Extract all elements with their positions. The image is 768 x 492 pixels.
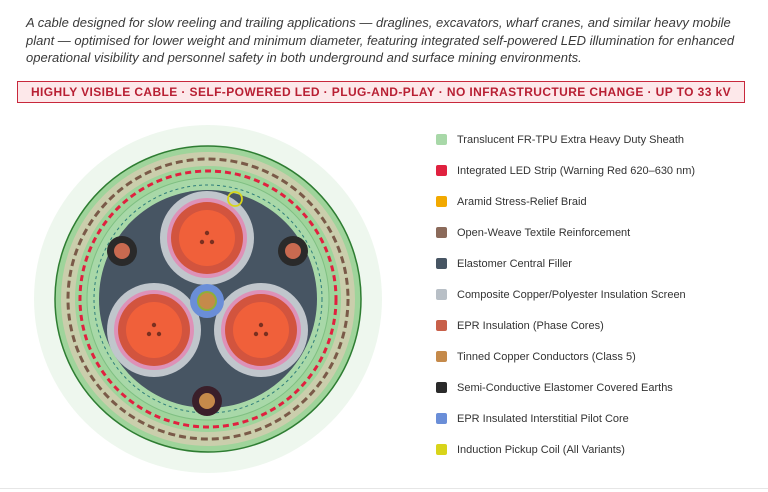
legend-label: Aramid Stress-Relief Braid [457,195,587,208]
legend-item: Aramid Stress-Relief Braid [436,186,756,217]
legend-swatch [436,351,447,362]
bottom-divider [0,488,768,489]
legend-swatch [436,227,447,238]
legend-label: Open-Weave Textile Reinforcement [457,226,631,239]
cable-cross-section-diagram [34,125,382,473]
earth-core-left [107,236,137,266]
legend-item: Open-Weave Textile Reinforcement [436,217,756,248]
legend-item: Composite Copper/Polyester Insulation Sc… [436,279,756,310]
legend-item: EPR Insulated Interstitial Pilot Core [436,403,756,434]
legend-swatch [436,382,447,393]
phase-core-left [107,283,201,377]
inner-dashed-ring [93,184,323,414]
legend-item: Tinned Copper Conductors (Class 5) [436,341,756,372]
earth-core-bottom [192,386,222,416]
phase-core-top [160,191,254,285]
legend-label: Elastomer Central Filler [457,257,572,270]
led-strip-ring [78,169,338,429]
legend-label: EPR Insulated Interstitial Pilot Core [457,412,629,425]
intro-text: A cable designed for slow reeling and tr… [26,15,735,65]
legend-item: EPR Insulation (Phase Cores) [436,310,756,341]
legend-label: Integrated LED Strip (Warning Red 620–63… [457,164,696,177]
legend-label: Induction Pickup Coil (All Variants) [457,443,625,456]
legend-swatch [436,413,447,424]
legend-item: Induction Pickup Coil (All Variants) [436,434,756,465]
legend: Translucent FR-TPU Extra Heavy Duty Shea… [436,124,756,465]
legend-item: Integrated LED Strip (Warning Red 620–63… [436,155,756,186]
legend-swatch [436,289,447,300]
legend-label: Semi-Conductive Elastomer Covered Earths [457,381,673,394]
legend-label: Translucent FR-TPU Extra Heavy Duty Shea… [457,133,685,146]
legend-swatch [436,165,447,176]
phase-core-right [214,283,308,377]
legend-item: Translucent FR-TPU Extra Heavy Duty Shea… [436,124,756,155]
earth-core-right [278,236,308,266]
induction-pickup-coil [227,191,243,207]
legend-item: Semi-Conductive Elastomer Covered Earths [436,372,756,403]
legend-swatch [436,258,447,269]
legend-swatch [436,196,447,207]
legend-label: Composite Copper/Polyester Insulation Sc… [457,288,686,301]
legend-item: Elastomer Central Filler [436,248,756,279]
feature-banner: HIGHLY VISIBLE CABLE · SELF-POWERED LED … [17,81,745,103]
textile-reinforcement-ring [66,157,350,441]
legend-swatch [436,444,447,455]
legend-label: EPR Insulation (Phase Cores) [457,319,604,332]
legend-swatch [436,134,447,145]
legend-swatch [436,320,447,331]
feature-banner-text: HIGHLY VISIBLE CABLE · SELF-POWERED LED … [30,85,732,99]
pilot-core [190,284,224,318]
legend-label: Tinned Copper Conductors (Class 5) [457,350,636,363]
